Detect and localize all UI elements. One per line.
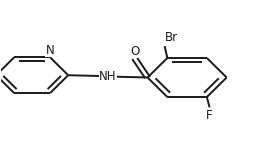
Text: O: O	[130, 45, 139, 58]
Text: N: N	[46, 44, 55, 57]
Text: Br: Br	[165, 31, 178, 44]
Text: NH: NH	[99, 70, 117, 83]
Text: F: F	[206, 109, 213, 122]
